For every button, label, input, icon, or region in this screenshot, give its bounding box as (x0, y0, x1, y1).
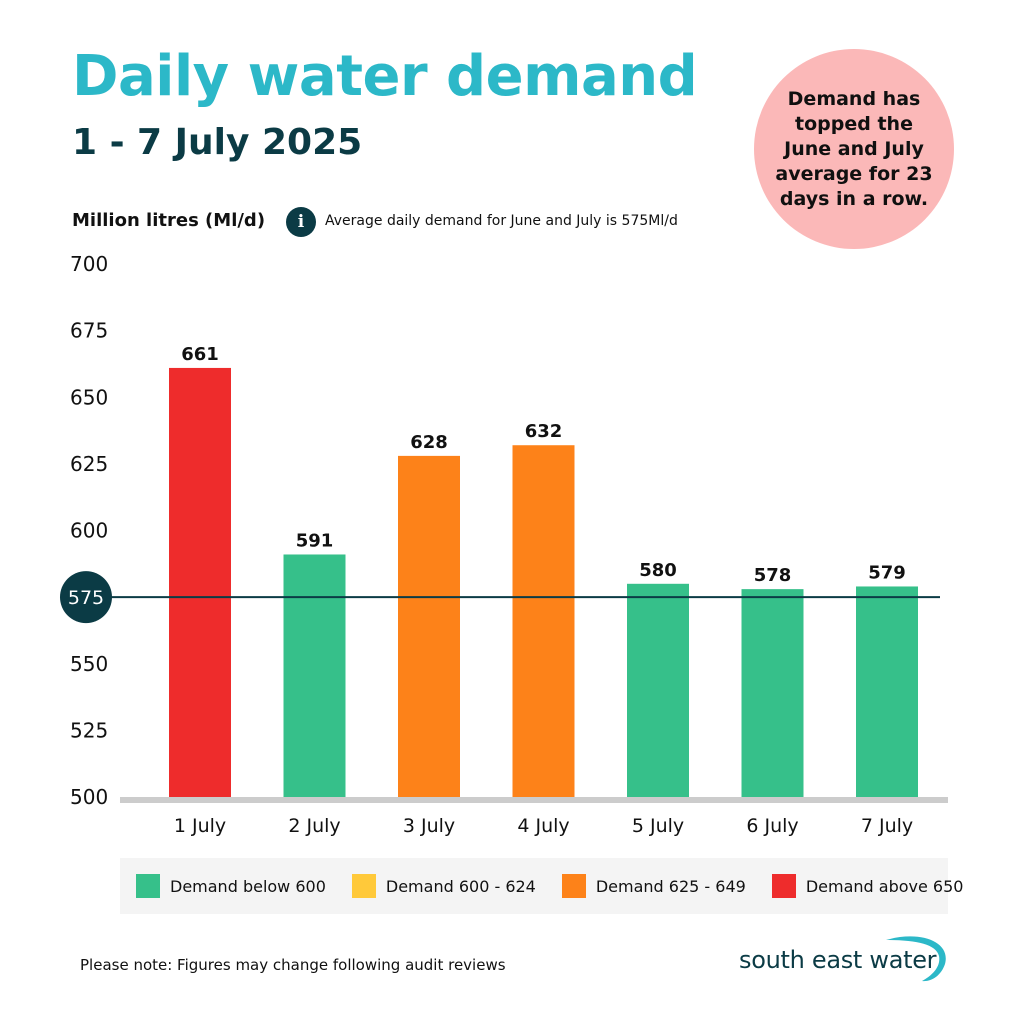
x-tick-label: 3 July (403, 815, 455, 837)
y-tick-label: 500 (70, 785, 108, 809)
info-icon: i (286, 207, 316, 237)
bar (856, 586, 918, 797)
legend-item-above-650: Demand above 650 (771, 874, 964, 898)
average-badge (60, 571, 112, 624)
legend-item-600-624: Demand 600 - 624 (351, 874, 536, 898)
bar (398, 455, 460, 797)
average-info-text: Average daily demand for June and July i… (325, 213, 678, 229)
x-axis-line (120, 797, 948, 803)
legend-swatch (136, 874, 160, 898)
y-axis-unit-label: Million litres (Ml/d) (72, 210, 266, 231)
data-label: 591 (296, 530, 334, 551)
x-tick-label: 4 July (517, 815, 569, 837)
callout-bubble: Demand has topped the June and July aver… (754, 49, 954, 249)
legend-item-below-600: Demand below 600 (136, 874, 326, 898)
bar (512, 445, 575, 797)
bar-chart: 700 675 650 625 600 550 525 500 661 1 July 591 2 Ju… (60, 252, 948, 837)
legend-label: Demand above 650 (805, 876, 964, 896)
legend: Demand below 600 Demand 600 - 624 Demand… (120, 858, 963, 914)
legend-swatch (771, 874, 796, 898)
chart-title: Daily water demand (72, 44, 698, 109)
x-tick-label: 7 July (861, 815, 913, 837)
x-tick-label: 5 July (632, 815, 684, 837)
y-tick-label: 600 (70, 519, 108, 543)
chart-subtitle: 1 - 7 July 2025 (72, 122, 363, 163)
bar (283, 554, 346, 797)
legend-swatch (561, 874, 586, 898)
legend-label: Demand below 600 (170, 876, 326, 896)
bar (169, 367, 231, 797)
callout-text: Demand has topped the June and July aver… (775, 87, 933, 210)
footnote: Please note: Figures may change followin… (80, 956, 506, 974)
logo-text: south east water (739, 946, 937, 974)
legend-item-625-649: Demand 625 - 649 (561, 874, 746, 898)
bar (741, 589, 804, 797)
legend-label: Demand 625 - 649 (595, 876, 746, 896)
y-tick-label: 550 (70, 652, 108, 676)
average-badge-label: 575 (68, 587, 104, 609)
x-tick-label: 6 July (746, 815, 798, 837)
y-tick-label: 700 (70, 252, 108, 276)
legend-label: Demand 600 - 624 (385, 876, 536, 896)
south-east-water-logo: south east water (736, 934, 950, 984)
legend-swatch (351, 874, 376, 898)
y-tick-label: 675 (70, 319, 108, 343)
data-label: 661 (181, 344, 219, 365)
data-label: 580 (639, 560, 677, 581)
x-tick-label: 1 July (174, 815, 226, 837)
x-tick-label: 2 July (288, 815, 340, 837)
y-tick-label: 525 (70, 718, 108, 742)
data-label: 578 (754, 565, 792, 586)
bar (627, 583, 689, 797)
y-tick-label: 625 (70, 452, 108, 476)
data-label: 632 (525, 421, 563, 442)
data-label: 628 (410, 432, 448, 453)
y-tick-label: 650 (70, 385, 108, 409)
data-label: 579 (868, 562, 906, 583)
